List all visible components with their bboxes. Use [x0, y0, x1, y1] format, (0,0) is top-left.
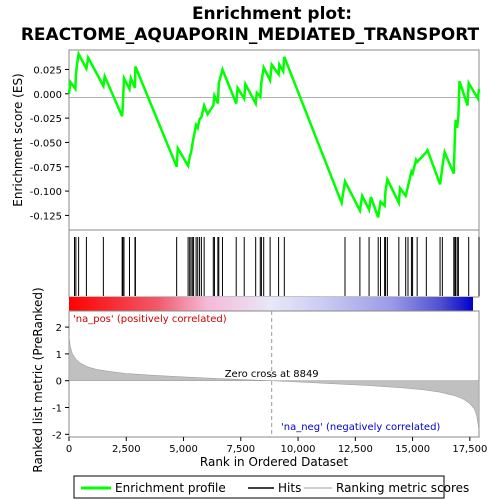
metric-y-tick-label: 1 [56, 350, 62, 361]
hits-panel [68, 229, 480, 298]
hit-markers [73, 237, 480, 296]
rank-color-bar [69, 297, 473, 311]
legend-frame [73, 475, 445, 499]
zero-cross-label: Zero cross at 8849 [225, 369, 319, 380]
es-y-tick-label: -0.100 [30, 187, 62, 198]
es-y-tick-label: -0.050 [30, 138, 62, 149]
es-y-tick-label: 0.025 [33, 65, 62, 76]
x-tick-label: 0 [66, 444, 72, 455]
metric-y-axis-label: Ranked list metric (PreRanked) [31, 287, 45, 472]
ranking-metric-area [68, 335, 480, 431]
x-axis-label: Rank in Ordered Dataset [200, 455, 348, 469]
es-y-tick-label: 0.000 [33, 90, 62, 101]
chart-title-line2: REACTOME_AQUAPORIN_MEDIATED_TRANSPORT [21, 25, 480, 45]
legend-hits-label: Hits [278, 481, 301, 495]
x-tick-label: 17,500 [452, 444, 487, 455]
es-y-axis: 0.025 0.000 -0.025 -0.050 -0.075 -0.100 -0.125 [30, 65, 69, 222]
enrichment-profile-line [67, 49, 481, 218]
legend-enrichment-label: Enrichment profile [115, 481, 226, 495]
x-axis: 0 2,500 5,000 7,500 10,000 12,500 15,000 17,500 [66, 437, 487, 455]
negative-correlation-label: 'na_neg' (negatively correlated) [281, 422, 440, 433]
legend: Enrichment profile Hits Ranking metric s… [73, 475, 469, 499]
x-tick-label: 10,000 [281, 444, 316, 455]
x-tick-label: 12,500 [338, 444, 373, 455]
x-tick-label: 2,500 [112, 444, 141, 455]
es-y-tick-label: -0.075 [30, 163, 62, 174]
metric-y-tick-label: -1 [52, 404, 62, 415]
x-tick-label: 15,000 [395, 444, 430, 455]
metric-panel: 2 1 0 -1 -2 Zero cross at 8849 'na_pos' (pos… [31, 287, 480, 473]
legend-ranking-label: Ranking metric scores [336, 481, 469, 495]
x-tick-label: 5,000 [169, 444, 198, 455]
metric-y-tick-label: 2 [56, 323, 62, 334]
es-panel: 0.025 0.000 -0.025 -0.050 -0.075 -0.100 -0.125… [11, 49, 481, 231]
x-tick-label: 7,500 [226, 444, 255, 455]
es-y-tick-label: -0.125 [30, 211, 62, 222]
metric-y-tick-label: -2 [52, 430, 62, 441]
metric-y-axis: 2 1 0 -1 -2 [52, 323, 69, 441]
positive-correlation-label: 'na_pos' (positively correlated) [73, 314, 227, 325]
chart-title-line1: Enrichment plot: [192, 4, 352, 24]
es-panel-frame [68, 49, 480, 231]
es-y-tick-label: -0.025 [30, 114, 62, 125]
es-y-axis-label: Enrichment score (ES) [11, 73, 25, 206]
metric-y-tick-label: 0 [56, 377, 62, 388]
